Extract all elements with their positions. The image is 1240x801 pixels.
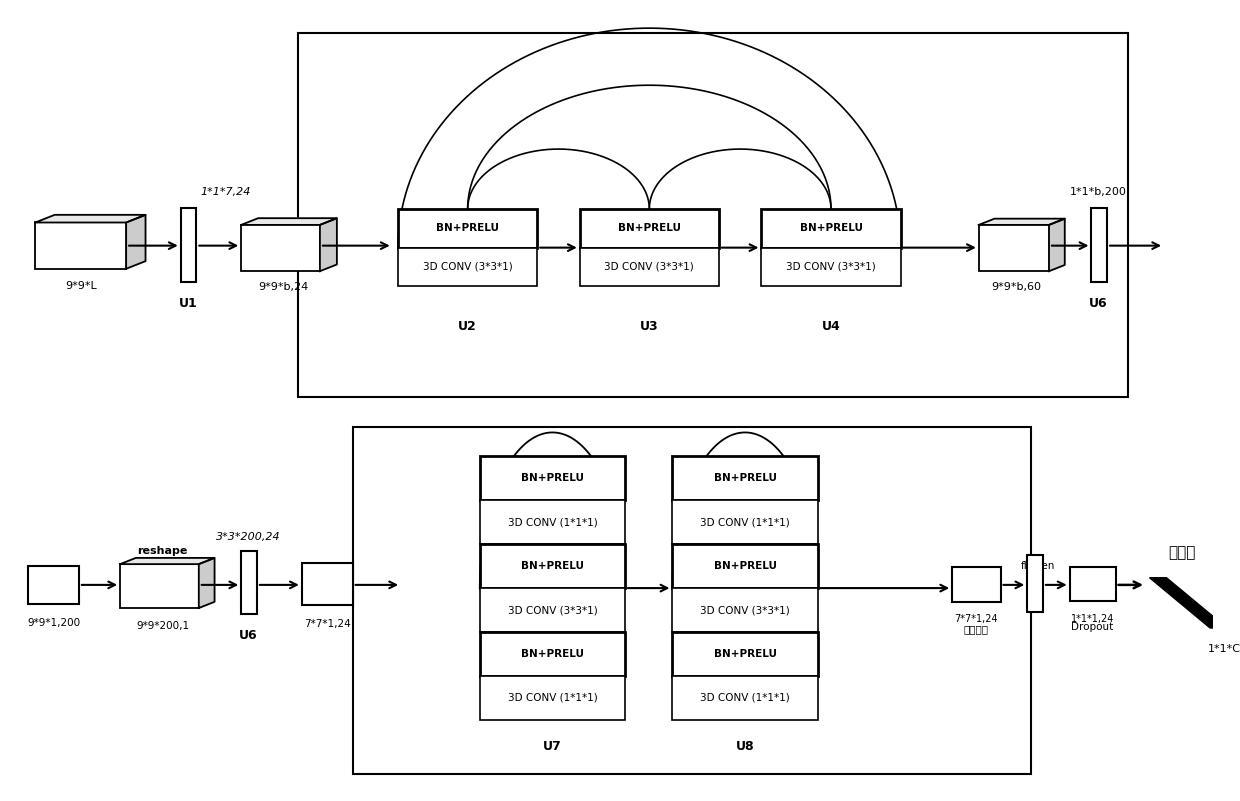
Text: U1: U1 (179, 296, 197, 310)
FancyBboxPatch shape (301, 563, 352, 605)
FancyBboxPatch shape (672, 588, 817, 632)
Text: 3*3*200,24: 3*3*200,24 (216, 532, 280, 541)
FancyBboxPatch shape (1027, 554, 1043, 612)
Text: U6: U6 (239, 629, 258, 642)
Text: U4: U4 (822, 320, 841, 333)
Text: 3D CONV (3*3*1): 3D CONV (3*3*1) (701, 605, 790, 615)
Text: 3D CONV (1*1*1): 3D CONV (1*1*1) (507, 693, 598, 702)
FancyBboxPatch shape (29, 566, 79, 604)
Text: BN+PRELU: BN+PRELU (618, 223, 681, 233)
Text: BN+PRELU: BN+PRELU (713, 562, 776, 571)
FancyBboxPatch shape (242, 225, 320, 272)
FancyBboxPatch shape (1070, 567, 1116, 601)
Polygon shape (120, 558, 215, 564)
FancyBboxPatch shape (181, 208, 196, 283)
Text: BN+PRELU: BN+PRELU (521, 649, 584, 659)
Text: BN+PRELU: BN+PRELU (521, 473, 584, 483)
Text: BN+PRELU: BN+PRELU (800, 223, 863, 233)
Text: 1*1*7,24: 1*1*7,24 (200, 187, 250, 197)
FancyBboxPatch shape (352, 427, 1030, 774)
Text: BN+PRELU: BN+PRELU (713, 473, 776, 483)
Text: 平均池化: 平均池化 (963, 624, 988, 634)
Polygon shape (126, 215, 145, 269)
FancyBboxPatch shape (672, 501, 817, 544)
Text: U2: U2 (459, 320, 477, 333)
FancyBboxPatch shape (672, 632, 817, 676)
Polygon shape (1149, 578, 1228, 628)
Text: U3: U3 (640, 320, 658, 333)
FancyBboxPatch shape (480, 457, 625, 501)
Text: 3D CONV (1*1*1): 3D CONV (1*1*1) (507, 517, 598, 527)
FancyBboxPatch shape (480, 544, 625, 588)
FancyBboxPatch shape (761, 248, 900, 286)
FancyBboxPatch shape (672, 544, 817, 588)
FancyBboxPatch shape (298, 34, 1127, 396)
FancyBboxPatch shape (672, 457, 817, 501)
Text: 9*9*L: 9*9*L (66, 281, 97, 291)
FancyBboxPatch shape (480, 632, 625, 676)
FancyBboxPatch shape (120, 564, 198, 608)
Text: 9*9*200,1: 9*9*200,1 (136, 621, 188, 631)
Text: 3D CONV (1*1*1): 3D CONV (1*1*1) (701, 693, 790, 702)
FancyBboxPatch shape (35, 223, 126, 269)
FancyBboxPatch shape (579, 248, 719, 286)
FancyBboxPatch shape (398, 209, 537, 248)
FancyBboxPatch shape (398, 248, 537, 286)
Text: U6: U6 (1090, 296, 1109, 310)
Text: 3D CONV (1*1*1): 3D CONV (1*1*1) (701, 517, 790, 527)
Polygon shape (35, 215, 145, 223)
Text: 3D CONV (3*3*1): 3D CONV (3*3*1) (786, 262, 875, 272)
Text: 7*7*1,24: 7*7*1,24 (955, 614, 998, 625)
FancyBboxPatch shape (480, 676, 625, 720)
Text: flatten: flatten (1021, 562, 1055, 571)
FancyBboxPatch shape (952, 566, 1001, 602)
Text: reshape: reshape (138, 546, 187, 556)
FancyBboxPatch shape (978, 225, 1049, 272)
Text: 9*9*1,200: 9*9*1,200 (27, 618, 81, 628)
Text: 全连接: 全连接 (1168, 545, 1195, 560)
Text: 1*1*b,200: 1*1*b,200 (1070, 187, 1127, 197)
Text: 3D CONV (3*3*1): 3D CONV (3*3*1) (423, 262, 512, 272)
Text: 1*1*1,24: 1*1*1,24 (1071, 614, 1115, 624)
FancyBboxPatch shape (1091, 208, 1107, 283)
Polygon shape (978, 219, 1065, 225)
Polygon shape (242, 218, 337, 225)
Text: 9*9*b,24: 9*9*b,24 (258, 283, 309, 292)
Text: 7*7*1,24: 7*7*1,24 (304, 619, 351, 630)
FancyBboxPatch shape (672, 676, 817, 720)
Text: 9*9*b,60: 9*9*b,60 (991, 283, 1042, 292)
FancyBboxPatch shape (480, 501, 625, 544)
FancyBboxPatch shape (480, 588, 625, 632)
FancyBboxPatch shape (761, 209, 900, 248)
Text: BN+PRELU: BN+PRELU (713, 649, 776, 659)
Polygon shape (1049, 219, 1065, 272)
Text: BN+PRELU: BN+PRELU (436, 223, 500, 233)
Text: 3D CONV (3*3*1): 3D CONV (3*3*1) (507, 605, 598, 615)
Polygon shape (320, 218, 337, 272)
FancyBboxPatch shape (242, 550, 257, 614)
Text: 1*1*C: 1*1*C (1208, 644, 1240, 654)
FancyBboxPatch shape (579, 209, 719, 248)
Text: U7: U7 (543, 740, 562, 753)
Text: U8: U8 (735, 740, 754, 753)
Polygon shape (198, 558, 215, 608)
Text: BN+PRELU: BN+PRELU (521, 562, 584, 571)
Text: Dropout: Dropout (1071, 622, 1114, 633)
Text: 3D CONV (3*3*1): 3D CONV (3*3*1) (604, 262, 694, 272)
